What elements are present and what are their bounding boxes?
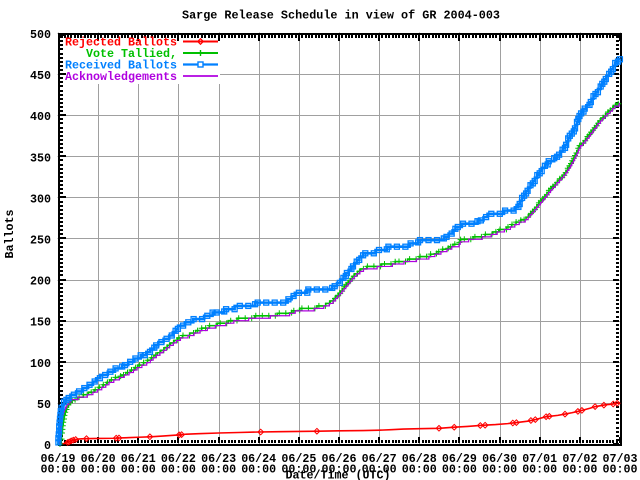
svg-text:50: 50 <box>37 398 51 412</box>
svg-text:00:00: 00:00 <box>442 463 477 477</box>
svg-text:06/21: 06/21 <box>121 452 156 466</box>
svg-text:Ballots: Ballots <box>3 210 17 259</box>
svg-text:06/29: 06/29 <box>442 452 477 466</box>
svg-text:00:00: 00:00 <box>522 463 557 477</box>
svg-text:06/25: 06/25 <box>281 452 316 466</box>
svg-text:06/27: 06/27 <box>362 452 397 466</box>
svg-text:06/24: 06/24 <box>241 452 276 466</box>
svg-text:00:00: 00:00 <box>201 463 236 477</box>
svg-text:500: 500 <box>30 28 51 42</box>
svg-text:450: 450 <box>30 69 51 83</box>
svg-text:06/28: 06/28 <box>402 452 437 466</box>
svg-text:07/02: 07/02 <box>562 452 597 466</box>
svg-text:00:00: 00:00 <box>241 463 276 477</box>
svg-text:200: 200 <box>30 275 51 289</box>
svg-text:06/26: 06/26 <box>322 452 357 466</box>
svg-text:06/19: 06/19 <box>41 452 76 466</box>
svg-text:00:00: 00:00 <box>402 463 437 477</box>
svg-text:06/30: 06/30 <box>482 452 517 466</box>
svg-text:400: 400 <box>30 110 51 124</box>
svg-text:00:00: 00:00 <box>81 463 116 477</box>
svg-text:06/22: 06/22 <box>161 452 196 466</box>
svg-text:0: 0 <box>44 439 51 453</box>
svg-text:350: 350 <box>30 151 51 165</box>
svg-text:100: 100 <box>30 357 51 371</box>
svg-text:Sarge Release Schedule in view: Sarge Release Schedule in view of GR 200… <box>182 9 500 23</box>
svg-text:00:00: 00:00 <box>121 463 156 477</box>
svg-text:Date/Time (UTC): Date/Time (UTC) <box>286 469 391 480</box>
svg-text:250: 250 <box>30 234 51 248</box>
svg-text:300: 300 <box>30 192 51 206</box>
svg-text:00:00: 00:00 <box>603 463 638 477</box>
svg-text:Vote Tallied,: Vote Tallied, <box>86 47 177 61</box>
svg-text:00:00: 00:00 <box>281 463 316 477</box>
svg-text:00:00: 00:00 <box>362 463 397 477</box>
svg-text:150: 150 <box>30 316 51 330</box>
svg-text:Rejected Ballots: Rejected Ballots <box>65 36 177 50</box>
svg-text:00:00: 00:00 <box>482 463 517 477</box>
svg-text:00:00: 00:00 <box>562 463 597 477</box>
svg-text:06/20: 06/20 <box>81 452 116 466</box>
svg-text:00:00: 00:00 <box>41 463 76 477</box>
svg-text:07/03: 07/03 <box>603 452 638 466</box>
svg-text:00:00: 00:00 <box>161 463 196 477</box>
svg-text:07/01: 07/01 <box>522 452 557 466</box>
svg-text:00:00: 00:00 <box>322 463 357 477</box>
svg-text:06/23: 06/23 <box>201 452 236 466</box>
svg-text:Received Ballots: Received Ballots <box>65 59 177 73</box>
svg-text:Acknowledgements: Acknowledgements <box>65 70 177 84</box>
